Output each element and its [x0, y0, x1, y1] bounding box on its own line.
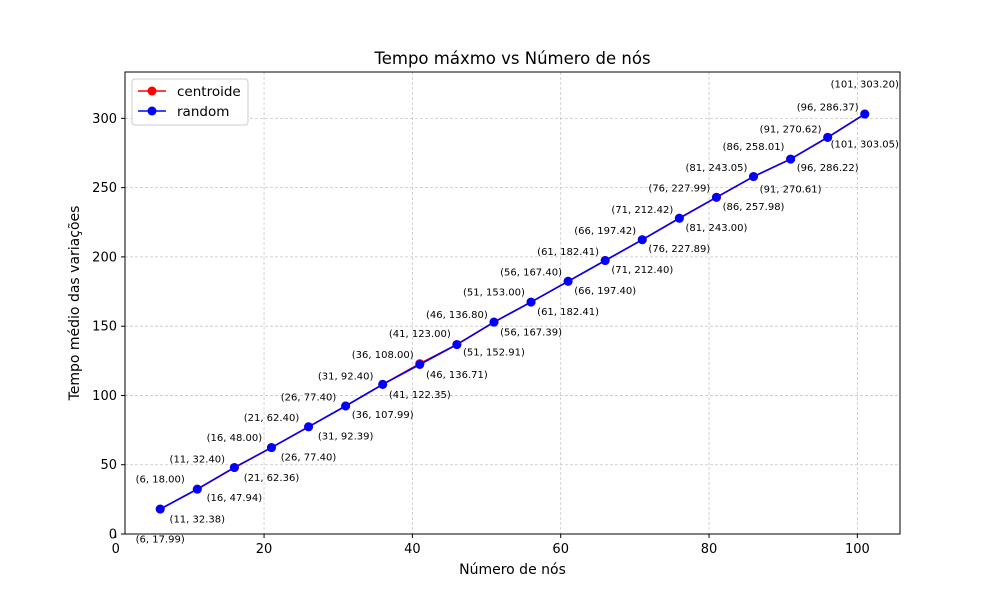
data-point-random	[563, 276, 573, 286]
y-tick-label: 0	[109, 528, 117, 543]
data-point-random	[452, 340, 462, 350]
data-point-random	[786, 154, 796, 164]
legend-label-random: random	[177, 104, 229, 120]
data-label-random: (41, 122.35)	[389, 390, 451, 401]
data-point-random	[229, 463, 239, 473]
data-label-random: (61, 182.41)	[537, 307, 599, 318]
data-point-random	[489, 317, 499, 327]
data-label-random: (71, 212.40)	[611, 265, 673, 276]
data-label-centroide: (6, 18.00)	[136, 475, 185, 486]
plot-frame	[124, 71, 901, 535]
data-label-random: (81, 243.00)	[686, 223, 748, 234]
data-point-random	[192, 484, 202, 494]
data-point-random	[637, 235, 647, 245]
data-label-random: (46, 136.71)	[426, 370, 488, 381]
x-tick-label: 0	[112, 542, 120, 557]
y-tick-label: 250	[92, 181, 117, 196]
data-label-centroide: (46, 136.80)	[426, 310, 488, 321]
y-tick-label: 50	[100, 458, 117, 473]
legend-label-centroide: centroide	[177, 84, 241, 100]
data-label-random: (66, 197.40)	[574, 286, 636, 297]
legend: centroide random	[131, 78, 249, 126]
data-point-random	[711, 192, 721, 202]
data-point-random	[415, 359, 425, 369]
data-label-centroide: (21, 62.40)	[244, 413, 300, 424]
data-label-centroide: (81, 243.05)	[686, 163, 748, 174]
legend-marker-centroide	[147, 86, 157, 96]
x-tick-label: 100	[845, 542, 870, 557]
data-point-random	[378, 379, 388, 389]
data-label-centroide: (16, 48.00)	[207, 433, 263, 444]
data-label-centroide: (66, 197.42)	[574, 226, 636, 237]
data-label-centroide: (36, 108.00)	[352, 350, 414, 361]
data-label-centroide: (11, 32.40)	[170, 455, 226, 466]
data-label-random: (6, 17.99)	[136, 535, 185, 546]
data-label-random: (76, 227.89)	[648, 244, 710, 255]
data-label-centroide: (61, 182.41)	[537, 247, 599, 258]
series-line-random	[159, 113, 866, 510]
data-label-centroide: (91, 270.62)	[760, 125, 822, 136]
legend-marker-random	[147, 106, 157, 116]
data-label-centroide: (86, 258.01)	[723, 142, 785, 153]
y-tick-label: 200	[92, 250, 117, 265]
y-axis-title: Tempo médio das variações	[67, 206, 83, 402]
data-label-random: (26, 77.40)	[281, 452, 337, 463]
data-point-random	[823, 132, 833, 142]
data-labels: (6, 18.00) (11, 32.40) (16, 48.00) (21, 62.…	[136, 79, 899, 545]
data-label-centroide: (31, 92.40)	[318, 371, 374, 382]
data-point-random	[526, 297, 536, 307]
data-label-centroide: (96, 286.37)	[797, 103, 859, 114]
data-point-random	[674, 213, 684, 223]
data-point-random	[155, 504, 165, 514]
data-label-random: (101, 303.05)	[831, 140, 899, 151]
data-point-random	[749, 172, 759, 182]
data-point-random	[304, 422, 314, 432]
data-label-random: (56, 167.39)	[500, 328, 562, 339]
data-point-random	[860, 109, 870, 119]
data-label-centroide: (101, 303.20)	[831, 79, 899, 90]
x-axis-title: Número de nós	[459, 562, 566, 578]
data-label-random: (36, 107.99)	[352, 410, 414, 421]
y-tick-label: 100	[92, 389, 117, 404]
data-label-centroide: (71, 212.42)	[611, 205, 673, 216]
data-label-centroide: (56, 167.40)	[500, 268, 562, 279]
data-label-random: (11, 32.38)	[170, 515, 226, 526]
chart-title: Tempo máxmo vs Número de nós	[373, 49, 650, 68]
data-label-random: (16, 47.94)	[207, 493, 263, 504]
data-label-random: (31, 92.39)	[318, 431, 374, 442]
data-label-random: (96, 286.22)	[797, 163, 859, 174]
data-label-centroide: (76, 227.99)	[648, 184, 710, 195]
data-point-random	[600, 256, 610, 266]
x-tick-label: 60	[552, 542, 569, 557]
data-point-random	[266, 443, 276, 453]
x-tick-label: 20	[256, 542, 273, 557]
x-tick-label: 40	[404, 542, 421, 557]
data-label-random: (21, 62.36)	[244, 473, 300, 484]
data-label-centroide: (41, 123.00)	[389, 329, 451, 340]
axes: 0 20 40 60 80 100 0 50 100 150 200 250 300	[92, 112, 870, 557]
data-point-random	[341, 401, 351, 411]
y-tick-label: 300	[92, 112, 117, 127]
x-tick-label: 80	[701, 542, 718, 557]
data-label-random: (91, 270.61)	[760, 185, 822, 196]
series-group	[155, 109, 870, 514]
data-label-random: (86, 257.98)	[723, 202, 785, 213]
data-label-random: (51, 152.91)	[463, 348, 525, 359]
data-label-centroide: (51, 153.00)	[463, 288, 525, 299]
data-label-centroide: (26, 77.40)	[281, 392, 337, 403]
y-tick-label: 150	[92, 320, 117, 335]
